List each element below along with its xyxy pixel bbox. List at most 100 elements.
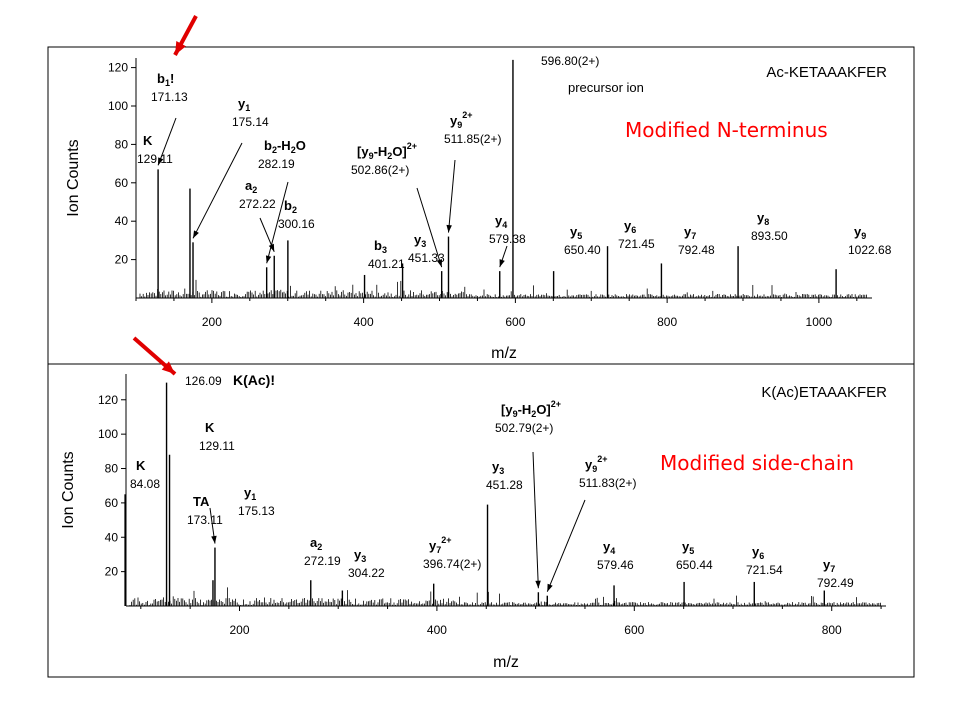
ion-name-label: b3	[374, 238, 387, 255]
peak-label: y7 792.48	[678, 224, 715, 257]
peak-label: b2-H2O 282.19	[258, 138, 306, 264]
x-tick-label: 600	[505, 315, 525, 329]
y-tick-label: 120	[108, 61, 128, 75]
peak-mz-label: 502.79(2+)	[495, 421, 553, 435]
peak-label: y7 792.49	[817, 557, 854, 590]
pointer-arrowhead	[499, 259, 505, 268]
peak-mz-label: 893.50	[751, 229, 788, 243]
x-tick-label: 200	[202, 315, 222, 329]
baseline-noise	[129, 587, 881, 606]
pointer-arrowhead	[158, 157, 164, 166]
peak-label: y5 650.40	[564, 224, 601, 257]
peak-mz-label: 396.74(2+)	[423, 557, 481, 571]
ion-name-label: y7	[684, 224, 696, 241]
peak-label: [y9-H2O]2+ 502.86(2+)	[351, 141, 443, 268]
ion-name-label: y1	[244, 485, 256, 502]
peak-mz-label: 451.33	[408, 251, 445, 265]
ion-name-label: K	[143, 133, 153, 148]
y-tick-label: 40	[105, 530, 119, 544]
peak-mz-label: 792.48	[678, 243, 715, 257]
x-tick-label: 200	[229, 623, 249, 637]
ion-name-label: b1!	[157, 71, 174, 88]
ion-name-label: K	[136, 458, 146, 473]
peak-label: K 129.11	[137, 133, 173, 166]
ion-name-label: y72+	[429, 535, 452, 555]
peak-mz-label: 596.80(2+)	[541, 54, 599, 68]
peak-note: precursor ion	[568, 80, 644, 95]
pointer-arrowhead	[436, 259, 443, 268]
y-tick-label: 20	[105, 565, 119, 579]
y-axis-label: Ion Counts	[60, 451, 77, 528]
figure-border	[47, 46, 915, 678]
pointer-arrowhead	[446, 224, 452, 233]
y-tick-label: 80	[115, 137, 129, 151]
ion-name-label: K	[205, 420, 215, 435]
pointer-line	[266, 181, 289, 264]
pointer-line	[447, 159, 456, 233]
peak-label: y3 304.22	[348, 547, 385, 580]
peak-label: y1 175.13	[209, 485, 275, 544]
peak-mz-label: 175.14	[232, 115, 269, 129]
peak-label: y3 451.28	[486, 459, 523, 492]
bottom-spectrum-panel: 20 40 60 80 100 120 200 400 600 800 m/z Ion Counts K…	[60, 372, 887, 671]
overlay-annotation: Modified N-terminus	[625, 118, 828, 142]
pointer-arrowhead	[535, 580, 541, 589]
y-tick-label: 40	[115, 214, 129, 228]
y-axis-label: Ion Counts	[65, 139, 82, 216]
chart-title: K(Ac)ETAAAKFER	[761, 384, 887, 401]
peak-label: y1 175.14	[192, 96, 269, 239]
ion-name-label: y3	[354, 547, 366, 564]
peak-mz-label: 84.08	[130, 477, 160, 491]
peak-label: b2 300.16	[278, 198, 315, 231]
peak-mz-label: 126.09	[185, 374, 222, 388]
peak-mz-label: 175.13	[238, 504, 275, 518]
pointer-arrowhead	[547, 583, 553, 592]
peak-label: y92+ 511.85(2+)	[444, 110, 502, 233]
highlight-arrows	[132, 15, 198, 376]
ion-name-label: y8	[757, 210, 769, 227]
ion-name-label: y92+	[450, 110, 473, 130]
y-tick-label: 100	[108, 99, 128, 113]
x-tick-label: 400	[354, 315, 374, 329]
peak-mz-label: 171.13	[151, 90, 188, 104]
peak-label: y9 1022.68	[848, 224, 892, 257]
peak-mz-label: 272.19	[304, 554, 341, 568]
pointer-line	[157, 117, 177, 166]
ion-name-label: a2	[310, 535, 322, 552]
top-spectrum-panel: 20 40 60 80 100 120 200 400 600 800 1000 m/z Ion Cou…	[65, 54, 892, 362]
peak-label: y8 893.50	[751, 210, 788, 243]
outer-frame	[47, 46, 915, 678]
ion-name-label: y3	[414, 232, 426, 249]
ion-name-label: y7	[823, 557, 835, 574]
peak-mz-label: 502.86(2+)	[351, 163, 409, 177]
ion-name-label: y3	[492, 459, 504, 476]
peak-label: 126.09 K(Ac)!	[185, 372, 275, 388]
peak-mz-label: 511.85(2+)	[444, 132, 502, 146]
ion-name-label: y6	[752, 544, 764, 561]
peak-label: b1! 171.13	[151, 71, 188, 166]
baseline-noise	[139, 279, 867, 298]
chart-title: Ac-KETAAAKFER	[766, 64, 887, 81]
y-tick-label: 20	[115, 253, 129, 267]
ion-name-label: y4	[603, 539, 615, 556]
peak-label: a2 272.19	[304, 535, 341, 568]
peak-mz-label: 272.22	[239, 197, 276, 211]
ion-name-label: a2	[245, 178, 257, 195]
peak-label: a2 272.22	[239, 178, 276, 252]
peak-mz-label: 650.44	[676, 558, 713, 572]
peak-mz-label: 401.21	[368, 257, 405, 271]
ion-name-label: y5	[570, 224, 582, 241]
peak-label: y6 721.54	[746, 544, 783, 577]
peak-mz-label: 173.11	[187, 513, 223, 527]
ion-name-label: b2	[284, 198, 297, 215]
y-tick-label: 80	[105, 462, 119, 476]
peak-label: y92+ 511.83(2+)	[546, 454, 637, 592]
peak-label: 596.80(2+) precursor ion	[541, 54, 644, 95]
x-tick-label: 800	[822, 623, 842, 637]
bottom-highlight-arrow-head	[161, 361, 175, 374]
peak-mz-label: 300.16	[278, 217, 315, 231]
x-tick-label: 800	[657, 315, 677, 329]
peak-label: [y9-H2O]2+ 502.79(2+)	[495, 399, 561, 589]
peak-label: y3 451.33	[408, 232, 445, 265]
